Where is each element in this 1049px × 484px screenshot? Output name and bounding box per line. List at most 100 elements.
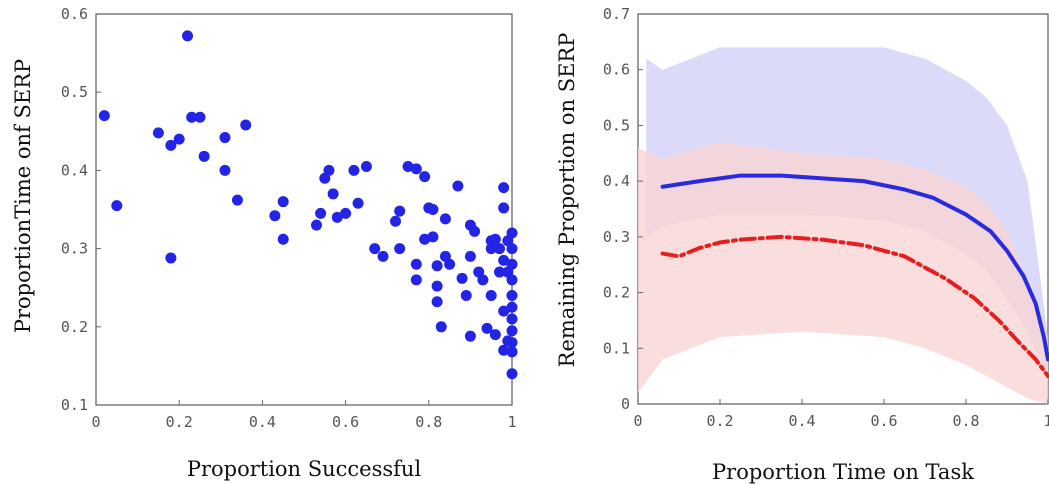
scatter-point xyxy=(186,111,198,123)
y-tick-label: 0.1 xyxy=(61,396,88,414)
scatter-point xyxy=(498,344,510,356)
x-tick-label: 0.8 xyxy=(415,413,442,431)
scatter-point xyxy=(331,211,343,223)
series-line-dashdot xyxy=(660,234,1049,379)
scatter-point xyxy=(427,204,439,215)
scatter-point xyxy=(165,252,177,264)
scatter-point xyxy=(310,219,322,231)
scatter-point xyxy=(427,231,439,243)
scatter-point xyxy=(269,210,281,222)
y-tick-label: 0.6 xyxy=(603,61,630,79)
y-tick-label: 0.4 xyxy=(61,161,88,179)
scatter-point xyxy=(452,180,464,192)
x-tick-label: 0.6 xyxy=(332,413,359,431)
series-left xyxy=(98,30,518,380)
scatter-point xyxy=(111,200,123,212)
scatter-point xyxy=(464,330,476,342)
chart-left: 0 0.2 0.4 0.6 0.8 1 0.1 0.2 0.3 0.4 0.5 0.6 Propor… xyxy=(11,5,518,481)
scatter-point xyxy=(219,164,231,176)
scatter-point xyxy=(506,227,518,239)
bands-right xyxy=(638,47,1048,404)
scatter-point xyxy=(494,266,506,278)
scatter-point xyxy=(489,329,501,341)
scatter-point xyxy=(506,290,518,302)
scatter-point xyxy=(506,301,518,313)
y-axis-title-right: Remaining Proportion on SERP xyxy=(555,33,579,368)
scatter-point xyxy=(173,133,185,145)
scatter-point xyxy=(377,250,389,262)
scatter-point xyxy=(435,321,447,333)
scatter-point xyxy=(219,132,231,144)
scatter-point xyxy=(410,163,422,175)
y-tick-label: 0.7 xyxy=(603,5,630,23)
scatter-point xyxy=(485,243,497,255)
scatter-point xyxy=(152,127,164,139)
scatter-point xyxy=(348,164,360,176)
scatter-point xyxy=(506,313,518,325)
x-tick-label: 0.2 xyxy=(706,412,733,430)
x-tick-label: 1 xyxy=(507,413,516,431)
scatter-point xyxy=(506,258,518,270)
scatter-point xyxy=(464,250,476,262)
series-right xyxy=(660,173,1049,379)
scatter-point xyxy=(165,139,177,151)
scatter-point xyxy=(277,233,289,245)
y-tick-label: 0.2 xyxy=(603,284,630,302)
scatter-point xyxy=(323,164,335,176)
scatter-point xyxy=(402,160,414,172)
background-band xyxy=(638,142,1048,404)
scatter-point xyxy=(498,305,510,317)
scatter-point xyxy=(198,150,210,162)
scatter-point xyxy=(419,171,431,183)
scatter-point xyxy=(194,111,206,123)
scatter-point xyxy=(327,188,339,200)
scatter-point xyxy=(460,290,472,302)
scatter-point xyxy=(369,243,381,255)
x-axis-title-right: Proportion Time on Task xyxy=(712,460,974,484)
scatter-point xyxy=(506,368,518,380)
scatter-point xyxy=(410,274,422,286)
series-line-solid xyxy=(660,173,1049,362)
y-tick-label: 0.5 xyxy=(603,116,630,134)
y-tick-label: 0.4 xyxy=(603,172,630,190)
scatter-point xyxy=(98,110,110,122)
y-tick-label: 0.3 xyxy=(603,228,630,246)
x-tick-label: 1 xyxy=(1043,412,1049,430)
scatter-point xyxy=(394,205,406,217)
scatter-point xyxy=(456,272,468,284)
scatter-point xyxy=(360,160,372,172)
plot-area-left xyxy=(95,13,513,406)
y-ticks-left: 0.1 0.2 0.3 0.4 0.5 0.6 xyxy=(61,5,101,414)
x-tick-label: 0.4 xyxy=(788,412,815,430)
x-axis-title-left: Proportion Successful xyxy=(187,457,422,481)
scatter-point xyxy=(498,182,510,194)
scatter-point xyxy=(340,207,352,219)
y-tick-label: 0.6 xyxy=(61,5,88,23)
scatter-point xyxy=(506,346,518,358)
x-tick-label: 0.4 xyxy=(249,413,276,431)
scatter-point xyxy=(410,258,422,270)
scatter-point xyxy=(182,30,194,42)
y-tick-label: 0.1 xyxy=(603,339,630,357)
scatter-point xyxy=(277,196,289,208)
scatter-point xyxy=(469,225,481,237)
x-tick-label: 0 xyxy=(91,413,100,431)
x-ticks-right: 0 0.2 0.4 0.6 0.8 1 xyxy=(633,399,1049,430)
y-tick-label: 0.3 xyxy=(61,240,88,258)
y-tick-label: 0.5 xyxy=(61,83,88,101)
chart-right: 0 0.2 0.4 0.6 0.8 1 0 0.1 0.2 0.3 0.4 0.5 0.6 0.7 Pr… xyxy=(555,5,1049,484)
scatter-point xyxy=(506,243,518,255)
scatter-point xyxy=(485,290,497,302)
scatter-point xyxy=(506,336,518,348)
x-tick-label: 0.2 xyxy=(166,413,193,431)
scatter-point xyxy=(489,233,501,245)
scatter-point xyxy=(498,254,510,266)
scatter-point xyxy=(315,207,327,219)
y-tick-label: 0.2 xyxy=(61,318,88,336)
scatter-point xyxy=(431,280,443,292)
scatter-point xyxy=(240,119,252,131)
x-tick-label: 0.8 xyxy=(952,412,979,430)
scatter-point xyxy=(494,243,506,255)
scatter-point xyxy=(419,233,431,245)
